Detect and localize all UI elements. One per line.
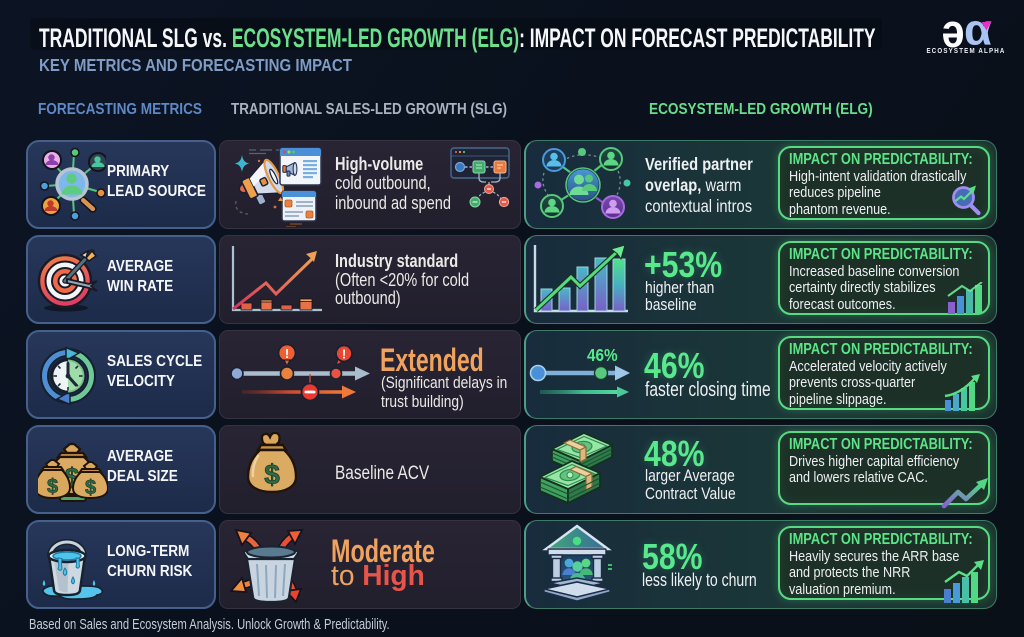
svg-text:46%: 46%	[587, 345, 618, 365]
svg-text:!: !	[342, 347, 346, 362]
svg-text:e: e	[942, 12, 965, 60]
svg-text:$: $	[85, 477, 96, 499]
svg-text:!: !	[285, 346, 289, 361]
svg-text:$: $	[264, 459, 280, 490]
svg-text:ECOSYSTEM ALPHA: ECOSYSTEM ALPHA	[927, 48, 1006, 55]
svg-text:$: $	[47, 476, 58, 498]
svg-text:α: α	[964, 10, 992, 55]
